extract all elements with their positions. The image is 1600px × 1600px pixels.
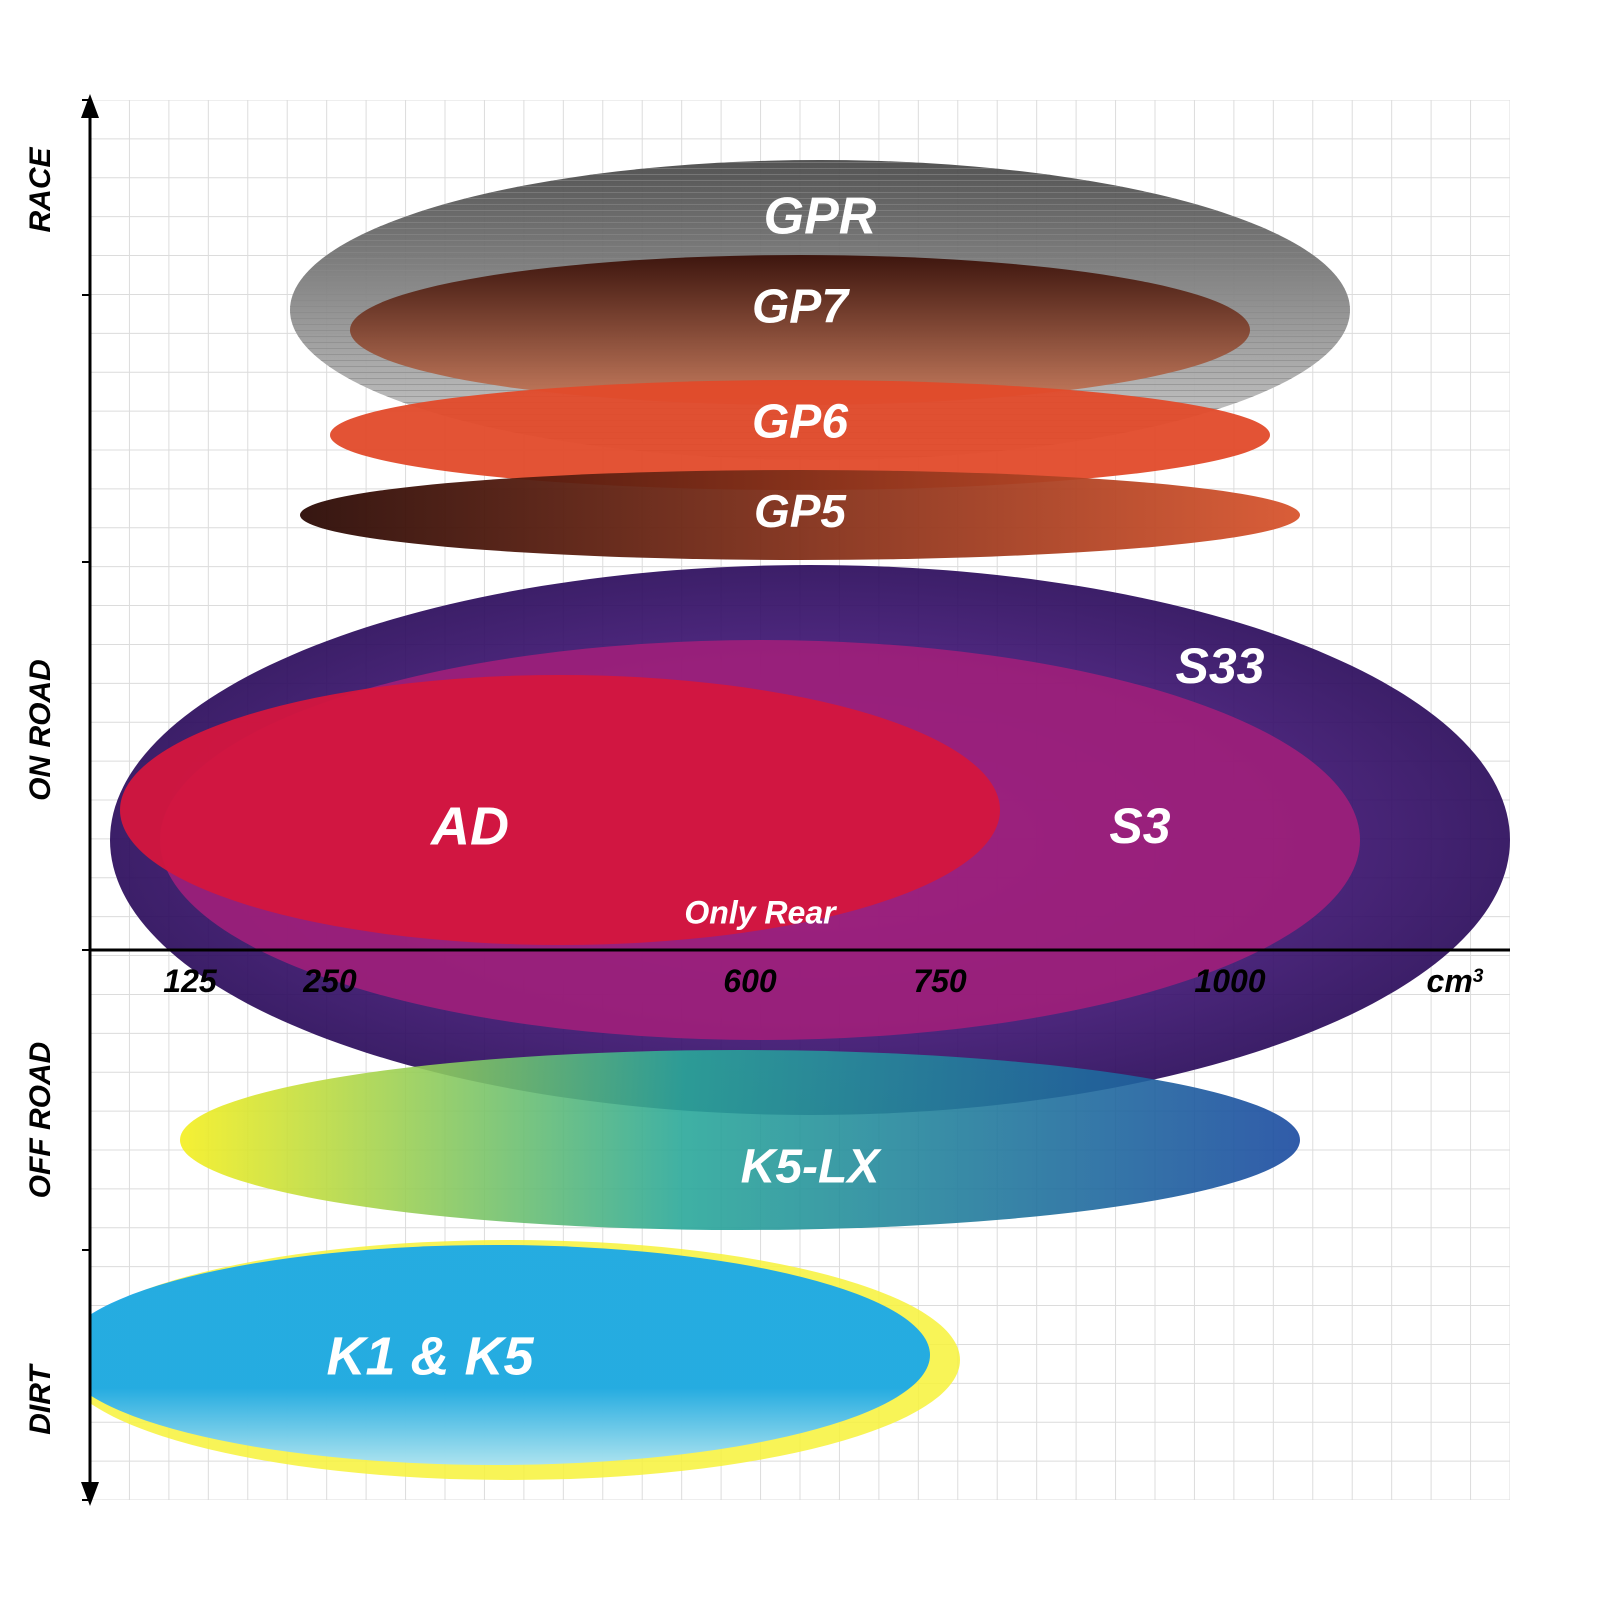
- product-positioning-chart: 125 250 600 750 1000 cm3 DIRT OFF ROAD ON ROAD RA…: [0, 0, 1600, 1600]
- label-k5lx: K5-LX: [741, 1141, 883, 1194]
- label-gpr: GPR: [764, 188, 877, 246]
- x-axis-unit: cm3: [1427, 963, 1484, 999]
- label-gp6: GP6: [752, 396, 848, 449]
- x-tick-250: 250: [302, 963, 357, 999]
- x-tick-600: 600: [723, 963, 777, 999]
- ellipses-layer: [60, 160, 1510, 1480]
- label-s3: S3: [1109, 798, 1170, 854]
- y-category-on-road: ON ROAD: [24, 659, 57, 801]
- label-ad: AD: [429, 796, 509, 856]
- label-gp7: GP7: [752, 281, 850, 334]
- y-category-dirt: DIRT: [24, 1363, 57, 1435]
- y-category-race: RACE: [24, 147, 57, 233]
- x-tick-1000: 1000: [1194, 963, 1265, 999]
- x-tick-125: 125: [163, 963, 218, 999]
- ellipse-ad: [120, 675, 1000, 945]
- y-category-off-road: OFF ROAD: [24, 1042, 57, 1199]
- label-only-rear: Only Rear: [684, 894, 837, 930]
- x-tick-750: 750: [913, 963, 967, 999]
- chart-canvas: 125 250 600 750 1000 cm3 DIRT OFF ROAD ON ROAD RA…: [0, 0, 1600, 1600]
- label-s33: S33: [1176, 638, 1265, 694]
- label-gp5: GP5: [754, 485, 847, 537]
- label-k1k5: K1 & K5: [326, 1326, 534, 1386]
